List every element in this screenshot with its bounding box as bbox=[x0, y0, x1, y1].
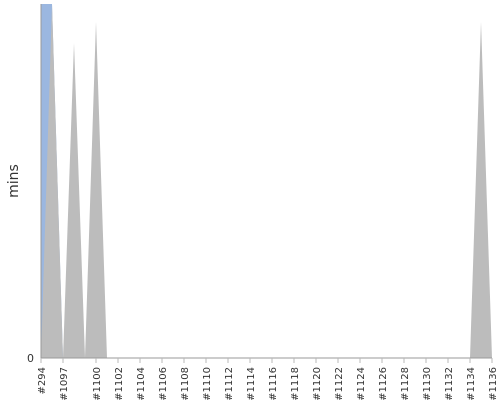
x-tick-label: #1120 bbox=[312, 367, 323, 400]
series-area-2 bbox=[41, 4, 492, 358]
y-axis-ticks: 0 bbox=[27, 352, 34, 365]
x-tick-label: #1102 bbox=[114, 367, 125, 400]
x-tick-label: #1124 bbox=[356, 367, 367, 400]
x-tick-label: #1100 bbox=[92, 367, 103, 400]
x-axis-ticks: #294 #1097 #1100 #1102 #1104 #1106 #1108 #1110 #… bbox=[37, 358, 499, 401]
x-tick-label: #1122 bbox=[334, 367, 345, 400]
x-tick-label: #1112 bbox=[224, 367, 235, 400]
x-tick-label: #1110 bbox=[202, 367, 213, 400]
x-tick-label: #1114 bbox=[246, 367, 257, 400]
x-tick-label: #1136 bbox=[488, 367, 499, 400]
x-tick-label: #1134 bbox=[466, 367, 477, 400]
y-axis-label: mins bbox=[6, 164, 22, 198]
x-tick-label: #1116 bbox=[268, 367, 279, 400]
x-tick-label: #1132 bbox=[444, 367, 455, 400]
x-tick-label: #1097 bbox=[59, 367, 70, 400]
x-tick-label: #1104 bbox=[136, 367, 147, 400]
x-tick-label: #1108 bbox=[180, 367, 191, 400]
x-tick-label: #294 bbox=[37, 367, 48, 394]
plot-area bbox=[41, 4, 492, 358]
x-tick-label: #1118 bbox=[290, 367, 301, 400]
x-tick-label: #1126 bbox=[378, 367, 389, 400]
x-tick-label: #1130 bbox=[422, 367, 433, 400]
x-tick-label: #1128 bbox=[400, 367, 411, 400]
x-tick-label: #1106 bbox=[158, 367, 169, 400]
y-tick-label: 0 bbox=[27, 352, 34, 365]
series-area-1 bbox=[41, 4, 492, 358]
